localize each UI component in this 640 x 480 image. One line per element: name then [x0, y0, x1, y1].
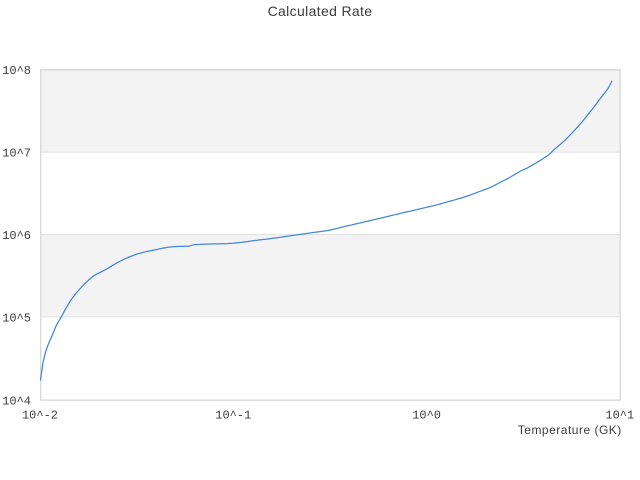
- svg-text:10^7: 10^7: [2, 147, 31, 161]
- svg-text:10^1: 10^1: [605, 408, 634, 422]
- svg-text:10^-1: 10^-1: [215, 408, 251, 422]
- svg-text:10^5: 10^5: [2, 312, 31, 326]
- svg-text:10^6: 10^6: [2, 229, 31, 243]
- svg-text:10^8: 10^8: [2, 64, 31, 78]
- svg-text:10^-2: 10^-2: [22, 408, 58, 422]
- svg-text:Temperature (GK): Temperature (GK): [518, 423, 622, 437]
- svg-text:Calculated Rate: Calculated Rate: [268, 3, 373, 19]
- svg-text:10^0: 10^0: [412, 408, 441, 422]
- svg-text:10^4: 10^4: [2, 394, 31, 408]
